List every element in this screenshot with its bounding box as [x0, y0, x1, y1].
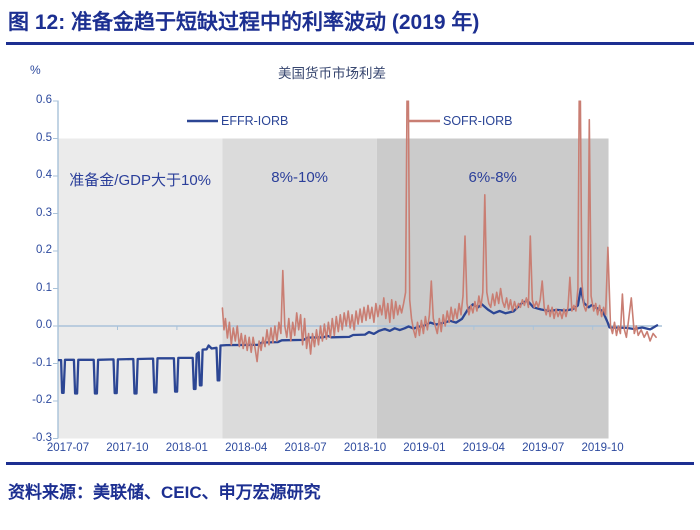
y-tick-label: -0.2	[32, 394, 52, 406]
y-tick-label: 0.2	[36, 244, 52, 256]
bottom-rule	[6, 462, 694, 465]
x-tick-label: 2019-10	[581, 442, 624, 454]
x-tick-label: 2017-10	[106, 442, 149, 454]
x-tick-label: 2017-07	[46, 442, 90, 454]
y-tick-label: -0.3	[32, 431, 52, 444]
region-label-1: 准备金/GDP大于10%	[69, 172, 212, 189]
region-band-2	[222, 138, 377, 439]
figure-title: 图 12: 准备金趋于短缺过程中的利率波动 (2019 年)	[8, 11, 480, 34]
x-tick-label: 2019-04	[462, 442, 505, 454]
y-tick-label: 0.5	[36, 131, 52, 144]
series-line-sofr-iorb	[221, 100, 657, 363]
title-underline	[6, 42, 694, 45]
region-label-3: 6%-8%	[468, 169, 517, 186]
y-tick-label: 0.4	[36, 169, 52, 181]
x-tick-label: 2018-07	[284, 442, 327, 454]
y-axis-unit-label: %	[30, 63, 41, 77]
legend-label-effr-iorb: EFFR-IORB	[221, 114, 289, 128]
x-tick-label: 2018-10	[343, 442, 387, 454]
x-tick-label: 2019-01	[403, 442, 446, 454]
x-tick-label: 2019-07	[522, 442, 565, 454]
x-tick-label: 2018-01	[165, 442, 208, 454]
legend-label-sofr-iorb: SOFR-IORB	[443, 114, 513, 128]
y-tick-label: 0.6	[36, 94, 52, 106]
y-tick-label: -0.1	[32, 356, 52, 369]
region-label-2: 8%-10%	[271, 169, 329, 186]
y-tick-label: 0.0	[36, 319, 52, 331]
source-line: 资料来源：美联储、CEIC、申万宏源研究	[8, 483, 321, 502]
y-tick-label: 0.3	[36, 206, 52, 219]
y-tick-label: 0.1	[36, 281, 52, 294]
x-tick-label: 2018-04	[225, 442, 268, 454]
chart-title: 美国货币市场利差	[278, 66, 386, 81]
